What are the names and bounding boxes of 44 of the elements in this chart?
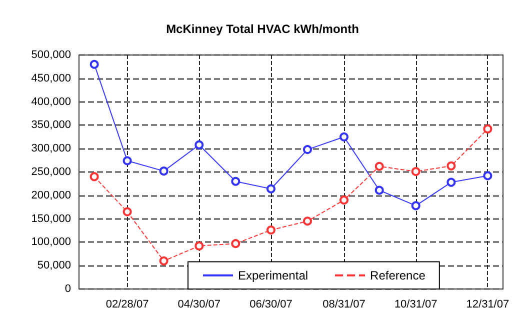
y-tick-label: 50,000 — [37, 260, 71, 272]
point — [483, 124, 492, 134]
y-tick-label: 250,000 — [31, 166, 71, 178]
x-tick-label: 12/31/07 — [466, 298, 510, 310]
point — [90, 60, 99, 69]
y-tick-label: 350,000 — [31, 119, 71, 132]
point — [122, 156, 132, 166]
x-tick-label: 02/28/07 — [106, 298, 149, 310]
y-tick-label: 300,000 — [31, 142, 71, 155]
y-tick-label: 500,000 — [31, 49, 71, 61]
x-tick-label: 08/31/07 — [322, 298, 366, 310]
point — [159, 166, 168, 176]
y-tick-label: 150,000 — [31, 212, 71, 225]
point — [446, 178, 456, 187]
y-tick-label: 100,000 — [31, 236, 71, 248]
point — [231, 239, 240, 248]
point — [231, 176, 240, 186]
chart-title: McKinney Total HVAC kWh/month — [166, 22, 359, 36]
point — [90, 172, 99, 182]
point — [194, 140, 204, 150]
point — [266, 184, 276, 194]
point — [411, 201, 420, 210]
y-tick-label: 400,000 — [31, 96, 71, 108]
point — [159, 256, 168, 266]
point — [302, 216, 312, 226]
point — [194, 241, 204, 250]
point — [374, 186, 384, 195]
point — [302, 145, 312, 154]
legend-label: Reference — [370, 268, 426, 282]
point — [374, 162, 384, 171]
x-tick-label: 06/30/07 — [250, 298, 292, 310]
point — [340, 132, 348, 142]
x-tick-label: 04/30/07 — [178, 298, 221, 310]
point — [483, 171, 492, 180]
y-tick-label: 200,000 — [31, 189, 71, 202]
point — [411, 167, 420, 176]
x-tick-label: 10/31/07 — [394, 298, 438, 310]
point — [122, 207, 132, 216]
y-tick-label: 450,000 — [31, 72, 71, 84]
point — [340, 196, 348, 205]
point — [446, 161, 456, 170]
legend-label: Experimental — [238, 268, 308, 282]
point — [266, 226, 276, 235]
y-tick-label: 0 — [64, 283, 71, 295]
